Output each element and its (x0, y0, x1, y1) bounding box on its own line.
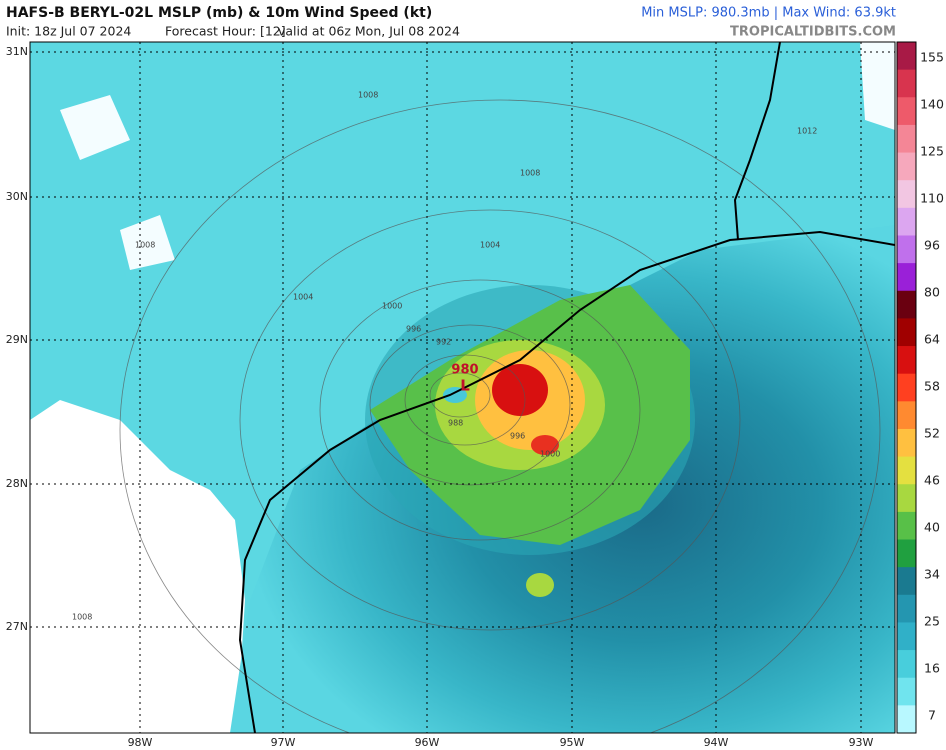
colorbar-band (897, 456, 916, 485)
colorbar-label: 155 (920, 50, 944, 65)
wind-cell (526, 573, 554, 597)
eye (443, 387, 467, 403)
colorbar-label: 34 (924, 567, 940, 582)
lat-label: 31N (6, 45, 28, 58)
colorbar-band (897, 373, 916, 402)
colorbar-band (897, 705, 916, 734)
colorbar-label: 46 (924, 473, 940, 488)
lon-label: 95W (560, 736, 585, 749)
contour-label: 1008 (135, 241, 155, 250)
lat-label: 27N (6, 620, 28, 633)
colorbar-band (897, 650, 916, 679)
lon-label: 97W (271, 736, 296, 749)
lon-label: 98W (128, 736, 153, 749)
axis-labels: 31N 30N 29N 28N 27N 98W 97W 96W 95W 94W 93W (6, 45, 874, 749)
colorbar-label: 52 (924, 426, 940, 441)
contour-label: 996 (406, 325, 421, 334)
colorbar-band (897, 97, 916, 126)
low-pressure: 980 (451, 363, 478, 378)
coastline (238, 230, 895, 733)
isobars (119, 99, 881, 733)
wind-field-red (492, 364, 548, 416)
stats: Min MSLP: 980.3mb | Max Wind: 63.9kt (641, 6, 896, 21)
contour-label: 1008 (520, 169, 540, 178)
graticule (30, 42, 895, 733)
contour-label: 1008 (358, 91, 378, 100)
colorbar-label: 140 (920, 97, 944, 112)
lon-label: 93W (849, 736, 874, 749)
valid-time: valid at 06z Mon, Jul 08 2024 (278, 24, 460, 39)
colorbar-band (897, 318, 916, 347)
colorbar-band (897, 622, 916, 651)
title: HAFS-B BERYL-02L MSLP (mb) & 10m Wind Sp… (6, 5, 432, 21)
state-border (733, 42, 781, 241)
colorbar-label: 110 (920, 191, 944, 206)
contour-label: 1008 (72, 613, 92, 622)
colorbar-label: 25 (924, 614, 940, 629)
forecast-hour: Forecast Hour: [12] (165, 24, 286, 39)
colorbar-band (897, 484, 916, 513)
land-white (30, 400, 255, 733)
colorbar-band (897, 152, 916, 181)
colorbar-band (897, 124, 916, 154)
init: Init: 18z Jul 07 2024 (6, 24, 131, 39)
colorbar-band (897, 69, 916, 98)
lat-label: 29N (6, 333, 28, 346)
contour-label: 1012 (797, 127, 817, 136)
contour-label: 1000 (540, 450, 560, 459)
map: 1008 1008 1004 1004 1008 1012 1000 996 9… (30, 42, 895, 733)
colorbar-label: 7 (928, 708, 936, 723)
colorbar-label: 58 (924, 379, 940, 394)
colorbar-label: 16 (924, 661, 940, 676)
lon-label: 96W (415, 736, 440, 749)
colorbar-band (897, 567, 916, 596)
low-marker: L (460, 377, 470, 395)
contour-label: 988 (448, 419, 463, 428)
lat-label: 28N (6, 477, 28, 490)
colorbar-label: 80 (924, 285, 940, 300)
contour-label: 996 (510, 432, 525, 441)
contour-label: 1004 (293, 293, 313, 302)
contour-label: 1000 (382, 302, 402, 311)
site: TROPICALTIDBITS.COM (730, 25, 896, 40)
lat-label: 30N (6, 190, 28, 203)
colorbar-band (897, 539, 916, 568)
colorbar-frame (896, 41, 917, 734)
contour-label: 992 (436, 338, 451, 347)
colorbar-band (897, 42, 916, 71)
colorbar-band (897, 428, 916, 458)
colorbar-label: 96 (924, 238, 940, 253)
colorbar-label: 64 (924, 332, 940, 347)
land-patch (60, 42, 895, 270)
colorbar-label: 40 (924, 520, 940, 535)
colorbar-band (897, 207, 916, 236)
lon-label: 94W (704, 736, 729, 749)
colorbar-band (897, 401, 916, 430)
colorbar-band (897, 235, 916, 264)
colorbar-band (897, 290, 916, 319)
colorbar: 155 140 125 110 96 80 64 58 52 46 40 34 25 16 7 (896, 41, 944, 734)
contour-label: 1004 (480, 241, 500, 250)
colorbar-band (897, 180, 916, 209)
colorbar-band (897, 263, 916, 292)
colorbar-label: 125 (920, 144, 944, 159)
wind-field-red2 (531, 435, 559, 455)
map-frame (29, 41, 896, 734)
colorbar-band (897, 346, 916, 375)
colorbar-band (897, 594, 916, 623)
colorbar-band (897, 511, 916, 541)
colorbar-band (897, 677, 916, 706)
